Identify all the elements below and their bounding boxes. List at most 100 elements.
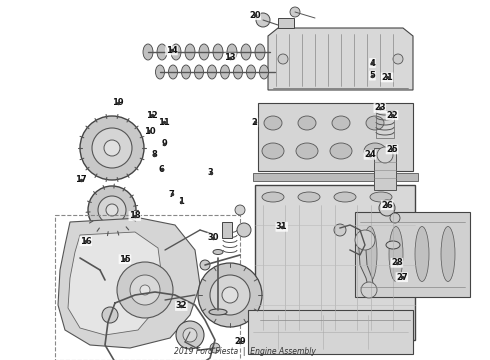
Ellipse shape — [220, 65, 229, 79]
Text: 5: 5 — [369, 71, 375, 80]
Bar — [374, 148, 396, 190]
Circle shape — [66, 244, 94, 272]
Ellipse shape — [195, 65, 203, 79]
Circle shape — [92, 128, 132, 168]
Polygon shape — [358, 235, 375, 295]
Ellipse shape — [415, 226, 429, 282]
Ellipse shape — [169, 65, 177, 79]
Ellipse shape — [227, 44, 237, 60]
Circle shape — [210, 275, 250, 315]
Circle shape — [334, 224, 346, 236]
Ellipse shape — [264, 116, 282, 130]
Ellipse shape — [209, 309, 227, 315]
Ellipse shape — [370, 192, 392, 202]
Circle shape — [80, 116, 144, 180]
Circle shape — [176, 321, 204, 349]
Text: 7: 7 — [169, 190, 174, 199]
Text: 12: 12 — [146, 111, 158, 120]
Text: 20: 20 — [249, 10, 261, 19]
Text: 8: 8 — [151, 150, 157, 159]
Circle shape — [210, 343, 220, 353]
Circle shape — [102, 307, 118, 323]
Circle shape — [222, 287, 238, 303]
Circle shape — [183, 328, 197, 342]
Ellipse shape — [364, 143, 386, 159]
Circle shape — [198, 263, 262, 327]
Text: 22: 22 — [386, 111, 398, 120]
Circle shape — [98, 196, 126, 224]
Circle shape — [390, 213, 400, 223]
Text: 26: 26 — [381, 201, 393, 210]
Ellipse shape — [246, 65, 255, 79]
Circle shape — [104, 140, 120, 156]
Ellipse shape — [330, 143, 352, 159]
Text: 11: 11 — [158, 118, 170, 127]
Text: 18: 18 — [129, 211, 141, 220]
Circle shape — [361, 282, 377, 298]
Ellipse shape — [296, 143, 318, 159]
Text: 14: 14 — [166, 46, 177, 55]
Ellipse shape — [386, 241, 400, 249]
Ellipse shape — [199, 44, 209, 60]
Bar — [376, 110, 394, 138]
Ellipse shape — [234, 65, 243, 79]
Polygon shape — [58, 218, 200, 348]
Ellipse shape — [262, 192, 284, 202]
Text: 27: 27 — [396, 273, 408, 282]
Ellipse shape — [181, 65, 191, 79]
Text: 31: 31 — [276, 222, 288, 231]
Ellipse shape — [185, 44, 195, 60]
Ellipse shape — [143, 44, 153, 60]
Text: 9: 9 — [161, 139, 167, 148]
Ellipse shape — [213, 249, 223, 255]
Text: 16: 16 — [80, 237, 92, 246]
Text: 4: 4 — [369, 58, 375, 68]
Text: 29: 29 — [234, 338, 246, 346]
Circle shape — [355, 230, 375, 250]
Text: 2019 Ford Fiesta  |  Engine Assembly: 2019 Ford Fiesta | Engine Assembly — [174, 347, 316, 356]
Text: 13: 13 — [224, 53, 236, 62]
Polygon shape — [268, 28, 413, 90]
Circle shape — [106, 204, 118, 216]
Text: 19: 19 — [112, 98, 123, 107]
Text: 10: 10 — [144, 127, 155, 136]
Ellipse shape — [334, 192, 356, 202]
Circle shape — [200, 260, 210, 270]
Polygon shape — [68, 232, 162, 335]
Bar — [258, 103, 413, 171]
Ellipse shape — [441, 226, 455, 282]
Ellipse shape — [155, 65, 165, 79]
Circle shape — [235, 205, 245, 215]
Text: 1: 1 — [178, 197, 184, 206]
Ellipse shape — [255, 44, 265, 60]
Text: 2: 2 — [252, 118, 258, 127]
Ellipse shape — [366, 116, 384, 130]
Bar — [278, 18, 294, 28]
Text: 15: 15 — [119, 255, 131, 264]
Ellipse shape — [260, 65, 269, 79]
Bar — [355, 212, 470, 297]
Circle shape — [117, 262, 173, 318]
Ellipse shape — [389, 226, 403, 282]
Ellipse shape — [157, 44, 167, 60]
Text: 21: 21 — [381, 73, 393, 82]
Ellipse shape — [241, 44, 251, 60]
Ellipse shape — [262, 143, 284, 159]
Text: 3: 3 — [208, 168, 214, 177]
Circle shape — [130, 275, 160, 305]
Ellipse shape — [298, 192, 320, 202]
Text: 23: 23 — [374, 104, 386, 112]
Circle shape — [256, 13, 270, 27]
Text: 32: 32 — [175, 302, 187, 310]
Bar — [253, 173, 418, 181]
Circle shape — [393, 54, 403, 64]
Circle shape — [290, 7, 300, 17]
Bar — [248, 310, 413, 354]
Circle shape — [237, 223, 251, 237]
Text: 28: 28 — [391, 258, 403, 267]
Text: 17: 17 — [75, 175, 87, 184]
Bar — [222, 222, 232, 238]
Text: 6: 6 — [159, 165, 165, 174]
Ellipse shape — [213, 44, 223, 60]
Bar — [55, 215, 240, 360]
